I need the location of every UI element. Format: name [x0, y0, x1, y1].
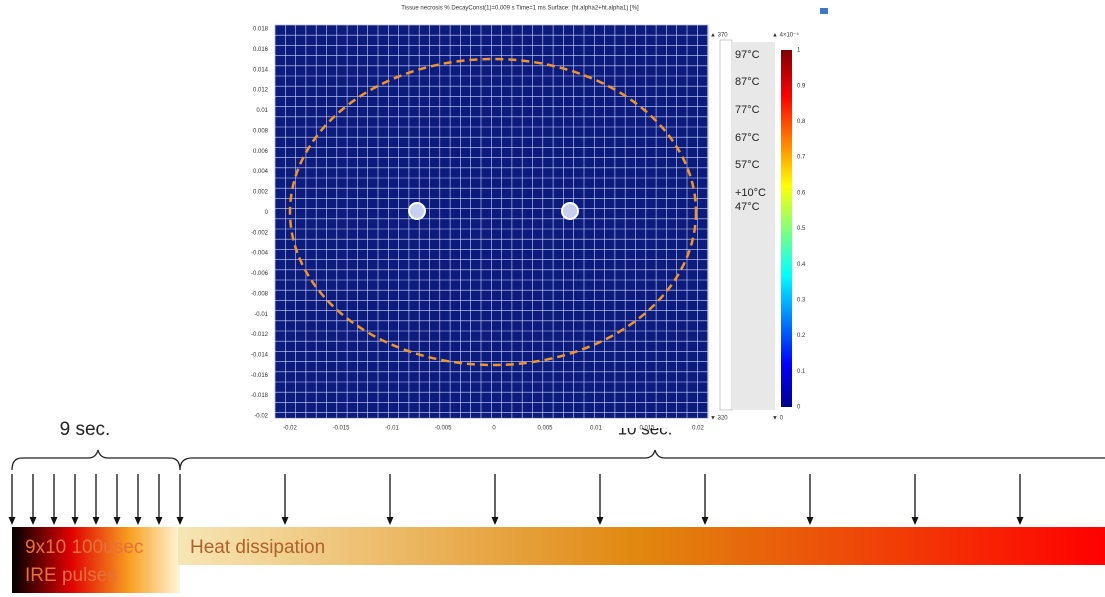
y-tick-label: -0.008 [251, 291, 269, 297]
colorbar-tick-label: 1 [797, 48, 801, 54]
electrode [561, 202, 579, 220]
y-tick-label: -0.014 [251, 352, 269, 358]
arrow-head [701, 517, 709, 525]
temperature-panel [732, 42, 775, 410]
y-tick-label: -0.006 [251, 271, 269, 277]
arrow-head [155, 517, 163, 525]
temperature-label: 67°C [735, 132, 760, 144]
x-tick-label: -0.015 [332, 426, 350, 432]
arrow-head [491, 517, 499, 525]
y-tick-label: 0.006 [253, 149, 269, 155]
y-tick-label: -0.012 [251, 332, 269, 338]
colorbar-tick-label: 0.5 [797, 226, 806, 232]
x-tick-label: -0.01 [385, 426, 399, 432]
y-tick-label: 0.008 [253, 128, 269, 134]
grey-bar-min: ▼ 320 [710, 416, 728, 422]
temperature-label: 97°C [735, 49, 760, 61]
colorbar [781, 50, 792, 407]
arrow-head [50, 517, 58, 525]
pulse-label: IRE pulses [25, 565, 117, 586]
y-tick-label: -0.01 [254, 312, 268, 318]
y-tick-label: 0.018 [253, 27, 269, 33]
arrow-head [71, 517, 79, 525]
brace [11, 449, 181, 471]
y-tick-label: -0.016 [251, 373, 269, 379]
y-tick-label: 0.012 [253, 88, 269, 94]
arrow-head [92, 517, 100, 525]
pulse-band [12, 527, 180, 593]
pulse-label: 9x10 100usec [25, 537, 143, 558]
x-tick-label: 0.01 [590, 426, 602, 432]
y-tick-label: 0.002 [253, 190, 269, 196]
y-tick-label: 0.004 [253, 169, 269, 175]
colorbar-tick-label: 0.2 [797, 333, 806, 339]
y-tick-label: 0 [265, 210, 269, 216]
arrow-head [29, 517, 37, 525]
arrow-head [176, 517, 184, 525]
x-tick-label: 0.02 [692, 426, 704, 432]
temperature-label: +10°C [735, 187, 766, 199]
y-tick-label: -0.004 [251, 251, 269, 257]
pulse-duration: 9 sec. [60, 419, 111, 440]
y-tick-label: 0.016 [253, 47, 269, 53]
colorbar-tick-label: 0 [797, 405, 801, 411]
plot-title: Tissue necrosis % DecayConst(1)=0.009 s … [401, 6, 639, 12]
y-tick-label: 0.014 [253, 67, 269, 73]
arrow-head [8, 517, 16, 525]
grey-bar-max: ▲ 370 [710, 33, 728, 39]
colorbar-tick-label: 0.9 [797, 83, 806, 89]
colorbar-max: ▲ 4×10⁻⁴ [772, 32, 799, 39]
y-tick-label: -0.002 [251, 230, 269, 236]
grey-bar [719, 39, 733, 411]
colorbar-tick-label: 0.1 [797, 369, 806, 375]
y-tick-label: -0.02 [254, 414, 268, 420]
temperature-label: 77°C [735, 104, 760, 116]
arrow-head [386, 517, 394, 525]
temperature-label: 57°C [735, 159, 760, 171]
arrows [8, 474, 1024, 525]
arrow-head [596, 517, 604, 525]
y-tick-label: 0.01 [256, 108, 268, 114]
x-tick-label: -0.005 [434, 426, 452, 432]
brace [179, 449, 1105, 471]
colorbar-min: ▼ 0 [772, 416, 784, 422]
x-tick-label: -0.02 [283, 426, 297, 432]
colorbar-tick-label: 0.6 [797, 190, 806, 196]
arrow-head [911, 517, 919, 525]
colorbar-tick-label: 0.4 [797, 262, 806, 268]
temperature-label: 87°C [735, 76, 760, 88]
dissipation-label: Heat dissipation [190, 537, 325, 558]
y-tick-label: -0.018 [251, 393, 269, 399]
colorbar-tick-label: 0.3 [797, 297, 806, 303]
colorbar-tick-label: 0.8 [797, 119, 806, 125]
ablation-boundary [288, 57, 698, 367]
colorbar-tick-label: 0.7 [797, 155, 806, 161]
heat-band [178, 527, 1105, 565]
icon [820, 8, 828, 14]
arrow-head [806, 517, 814, 525]
x-tick-label: 0.015 [639, 426, 655, 432]
x-tick-label: 0 [492, 426, 496, 432]
arrow-head [113, 517, 121, 525]
arrow-head [134, 517, 142, 525]
arrow-head [1016, 517, 1024, 525]
x-tick-label: 0.005 [537, 426, 553, 432]
temperature-label: 47°C [735, 201, 760, 213]
arrow-head [281, 517, 289, 525]
electrode [408, 202, 426, 220]
